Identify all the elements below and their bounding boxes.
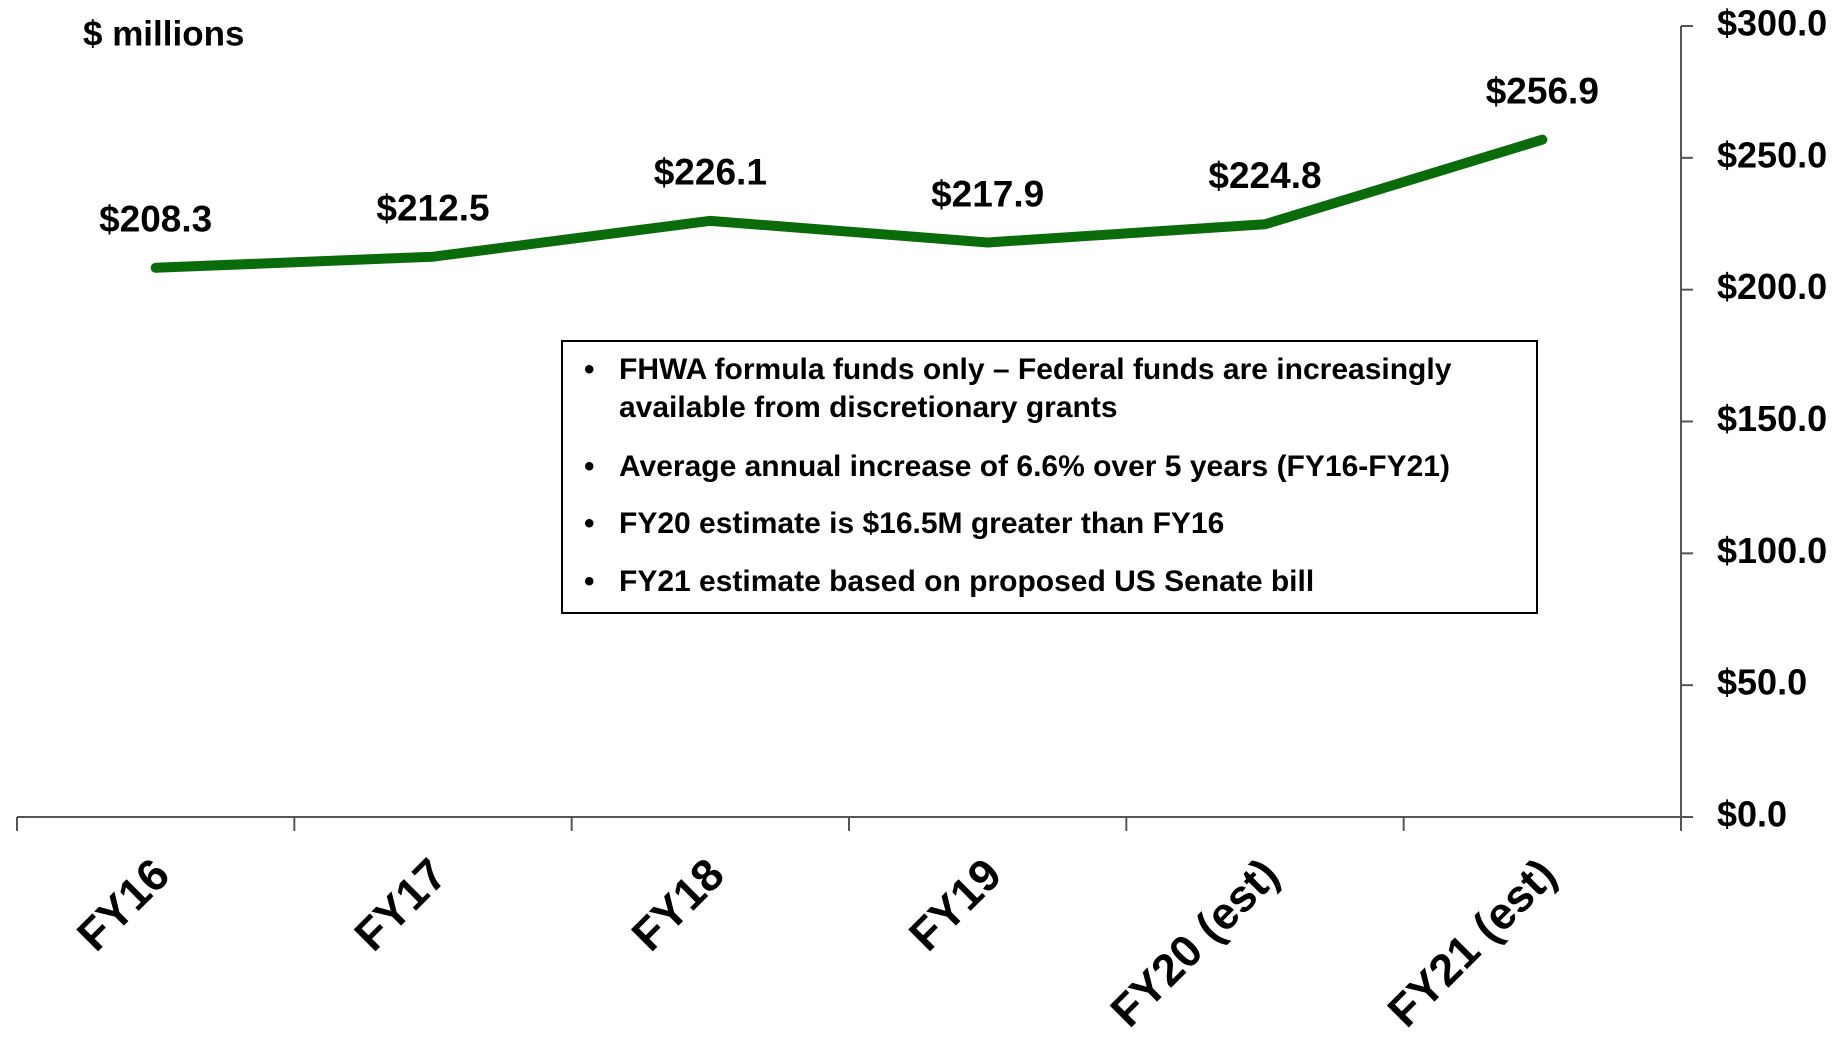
data-label: $217.9 <box>931 173 1044 214</box>
data-label: $208.3 <box>99 199 212 240</box>
data-line <box>150 134 1548 273</box>
bullet: • <box>584 565 595 598</box>
x-tick-label: FY16 <box>67 848 179 960</box>
x-tick-label: FY17 <box>344 848 456 960</box>
note: available from discretionary grants <box>619 391 1118 424</box>
note-list: • FHWA formula funds only – Federal fund… <box>584 353 1452 598</box>
data-label: $224.8 <box>1208 155 1321 196</box>
x-tick-label: FY20 (est) <box>1100 848 1288 1036</box>
data-label: $212.5 <box>376 187 489 228</box>
note: Average annual increase of 6.6% over 5 y… <box>619 450 1450 483</box>
y-tick-label: $0.0 <box>1717 794 1787 835</box>
bullet: • <box>584 450 595 483</box>
note-box <box>561 340 1538 614</box>
x-tick-label: FY18 <box>622 848 734 960</box>
note: FHWA formula funds only – Federal funds … <box>619 353 1452 386</box>
note: FY20 estimate is $16.5M greater than FY1… <box>619 507 1224 540</box>
y-tick-label: $100.0 <box>1717 530 1827 571</box>
note: FY21 estimate based on proposed US Senat… <box>619 565 1314 598</box>
y-tick-label: $250.0 <box>1717 134 1827 175</box>
unit-label: $ millions <box>83 14 244 53</box>
x-tick-label: FY19 <box>899 848 1011 960</box>
y-tick-label: $150.0 <box>1717 398 1827 439</box>
bullet: • <box>584 507 595 540</box>
y-tick-label: $50.0 <box>1717 662 1807 703</box>
data-label: $256.9 <box>1486 70 1599 111</box>
y-tick-label: $200.0 <box>1717 266 1827 307</box>
bullet: • <box>584 353 595 386</box>
y-tick-label: $300.0 <box>1717 3 1827 44</box>
x-tick-label: FY21 (est) <box>1378 848 1566 1036</box>
data-label: $226.1 <box>654 152 767 193</box>
